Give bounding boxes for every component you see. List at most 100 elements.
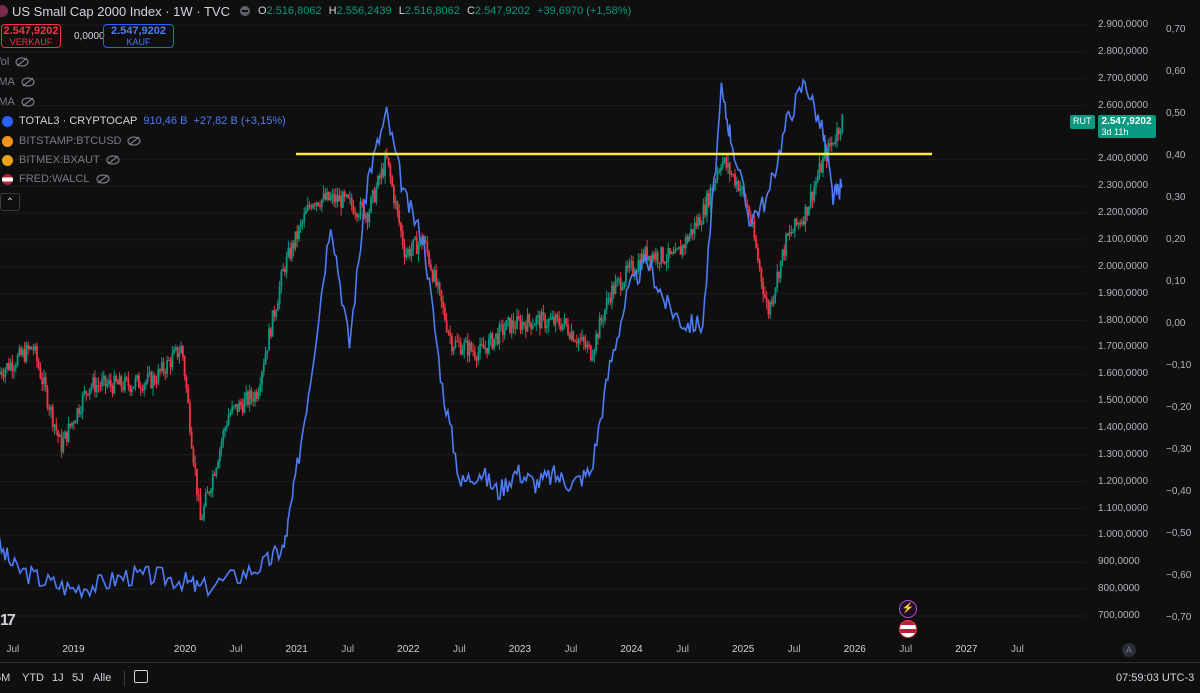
calendar-icon[interactable] <box>134 670 148 683</box>
candle-body <box>412 239 415 250</box>
candle-body <box>356 213 358 218</box>
candle-body <box>716 172 719 181</box>
time-axis-label: Jul <box>341 644 355 655</box>
candle-body <box>596 333 599 339</box>
candle-body <box>426 241 429 253</box>
legend-sma-2[interactable]: SMA <box>0 96 35 108</box>
candle-body <box>173 349 175 354</box>
candle-body <box>275 310 277 317</box>
candle-body <box>236 404 239 412</box>
overlay-axis-label: 0,70 <box>1166 24 1186 35</box>
candle-body <box>755 238 758 248</box>
candle-body <box>558 317 561 326</box>
candle-body <box>178 353 181 358</box>
candle-body <box>767 302 770 315</box>
us-flag-event-icon[interactable] <box>899 620 917 638</box>
range-button-ytd[interactable]: YTD <box>22 672 44 684</box>
tradingview-logo[interactable]: 17 <box>0 612 16 629</box>
candle-body <box>333 194 336 203</box>
candle-body <box>793 218 796 232</box>
candle-body <box>74 421 77 424</box>
candle-body <box>829 143 831 146</box>
legend-total3[interactable]: TOTAL3 · CRYPTOCAP 910,46 B +27,82 B (+3… <box>0 115 286 127</box>
candle-body <box>574 341 576 343</box>
range-button-alle[interactable]: Alle <box>93 672 112 684</box>
eye-hidden-icon[interactable] <box>106 155 120 165</box>
candle-body <box>783 249 786 256</box>
candle-body <box>225 425 228 429</box>
collapse-legend-button[interactable]: ⌃ <box>0 193 20 211</box>
candle-body <box>639 260 641 270</box>
candle-body <box>693 222 696 234</box>
candle-body <box>700 223 703 226</box>
overlay-axis-label: −0,20 <box>1166 402 1192 413</box>
candle-body <box>373 190 376 203</box>
candle-body <box>544 314 547 329</box>
time-axis-label: Jul <box>676 644 689 655</box>
candle-body <box>565 318 568 325</box>
legend-walcl[interactable]: FRED:WALCL <box>0 173 110 185</box>
time-axis[interactable]: Jul 2019 2020 Jul 2021 Jul 2022 Jul 2023 Jul 2024 J… <box>0 640 1086 660</box>
candle-body <box>683 245 685 249</box>
candle-body <box>757 247 759 261</box>
eye-hidden-icon[interactable] <box>15 57 29 67</box>
legend-sma-1[interactable]: SMA <box>0 76 35 88</box>
range-button-5j[interactable]: 5J <box>72 672 84 684</box>
legend-bxaut[interactable]: BITMEX:BXAUT <box>0 154 120 166</box>
candle-body <box>677 247 680 249</box>
candle-body <box>97 384 100 386</box>
candle-body <box>241 404 244 413</box>
right-price-axis[interactable]: 2.900,0000 2.800,0000 2.700,0000 2.600,0000… <box>1086 0 1200 660</box>
candle-body <box>778 272 780 279</box>
candle-body <box>584 342 587 348</box>
candle-body <box>115 375 117 382</box>
candle-body <box>519 319 522 331</box>
candle-body <box>298 226 300 240</box>
candle-body <box>217 461 219 468</box>
price-axis-label: 2.600,0000 <box>1098 99 1149 111</box>
lightning-event-icon[interactable]: ⚡ <box>899 600 917 618</box>
chart-title[interactable]: US Small Cap 2000 Index · 1W · TVC <box>12 3 230 19</box>
candle-body <box>813 187 816 201</box>
range-button-1j[interactable]: 1J <box>52 672 64 684</box>
candle-body <box>39 368 42 379</box>
candle-body <box>405 254 408 258</box>
candle-body <box>611 285 613 303</box>
eye-hidden-icon[interactable] <box>21 77 35 87</box>
sell-price: 2.547,9202 <box>3 25 59 37</box>
candle-body <box>141 389 144 391</box>
sell-button[interactable]: 2.547,9202 VERKAUF <box>1 24 61 48</box>
time-axis-label: 2020 <box>173 644 197 655</box>
eye-hidden-icon[interactable] <box>21 97 35 107</box>
eye-hidden-icon[interactable] <box>127 136 142 146</box>
candle-body <box>387 157 390 165</box>
candle-body <box>276 303 279 311</box>
candle-body <box>280 271 283 287</box>
candle-body <box>361 201 364 206</box>
candle-body <box>711 188 714 190</box>
candle-body <box>493 338 496 349</box>
buy-button[interactable]: 2.547,9202 KAUF <box>103 24 174 48</box>
overlay-axis-label: 0,60 <box>1166 66 1186 77</box>
candle-body <box>0 371 1 375</box>
legend-vol[interactable]: Vol <box>0 56 29 68</box>
candle-body <box>556 314 559 318</box>
candle-body <box>152 375 154 388</box>
candle-body <box>95 384 98 393</box>
candle-body <box>400 223 402 231</box>
candle-body <box>102 375 105 380</box>
price-axis-label: 2.200,0000 <box>1098 207 1149 219</box>
candle-body <box>602 320 605 322</box>
candle-body <box>500 324 503 326</box>
eye-hidden-icon[interactable] <box>95 174 110 184</box>
clock-display[interactable]: 07:59:03 UTC-3 <box>1116 672 1195 684</box>
candle-body <box>820 163 823 173</box>
candle-body <box>266 350 269 354</box>
candle-body <box>414 237 416 240</box>
range-button-6m[interactable]: 6M <box>0 672 11 684</box>
axis-auto-button[interactable]: A <box>1122 643 1136 657</box>
legend-btcusd[interactable]: BITSTAMP:BTCUSD <box>0 135 142 147</box>
candle-body <box>533 324 536 326</box>
buy-label: KAUF <box>126 37 151 47</box>
